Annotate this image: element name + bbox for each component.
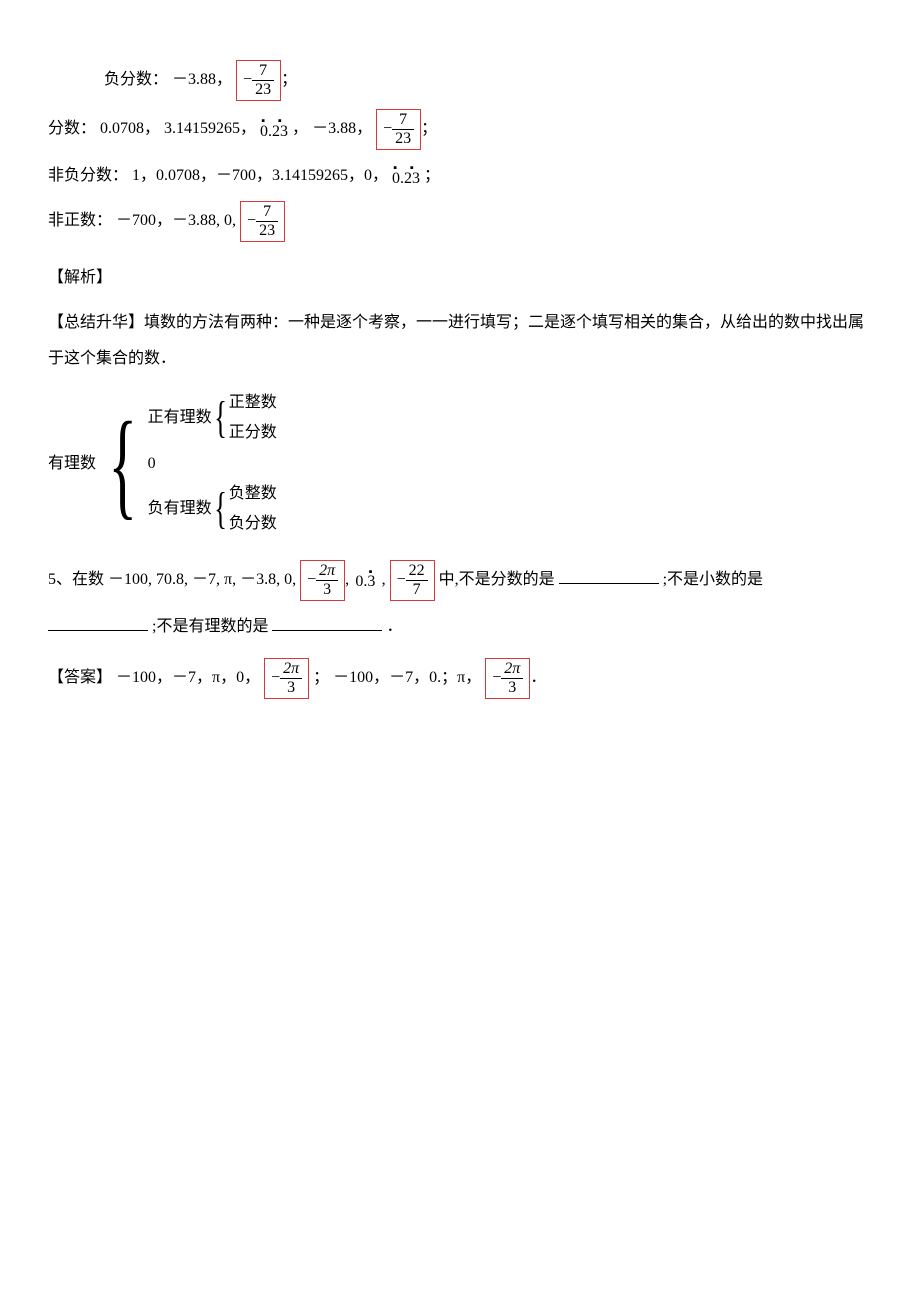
q5-line2-tail: ;不是有理数的是 [152, 618, 268, 635]
line-fractions: 分数： 0.0708， 3.14159265， ▪ ▪0.23 ， －3.88，… [48, 109, 872, 150]
tree-neg-body: 负整数 负分数 [229, 479, 277, 540]
blank-3[interactable] [272, 614, 382, 631]
blank-1[interactable] [559, 567, 659, 584]
label-neg-fractions: 负分数： [104, 71, 168, 88]
tree-zero-row: 0 [148, 449, 277, 479]
value-frac-2: 3.14159265， [164, 120, 256, 137]
boxed-neg-2pi-over-3-b: −2π3 [264, 658, 309, 699]
tree-neg-frac: 负分数 [229, 509, 277, 539]
recurring-0-3: ▪0.3 [353, 570, 377, 590]
semicolon: ； [424, 167, 440, 184]
q5-label: 5、在数 [48, 571, 108, 588]
fraction-2pi-3: 2π3 [316, 563, 338, 598]
tree-neg-label: 负有理数 [148, 494, 212, 524]
value-nonpos: －700，－3.88, 0, [116, 212, 236, 229]
label-nonneg-fractions: 非负分数： [48, 167, 128, 184]
tree-pos-label: 正有理数 [148, 403, 212, 433]
tree-pos-frac: 正分数 [229, 418, 277, 448]
tree-pos-row: 正有理数 { 正整数 正分数 [148, 388, 277, 449]
tree-zero: 0 [148, 449, 156, 479]
question-5-line2: ;不是有理数的是 ． [48, 609, 872, 644]
value-neg-frac-1: －3.88， [172, 71, 232, 88]
fraction-2pi-3-c: 2π3 [501, 661, 523, 696]
answer-sep: ； [313, 669, 329, 686]
answer-part1: －100，－7，π，0， [116, 669, 260, 686]
minus-sign: − [247, 212, 256, 229]
minus-sign: − [307, 571, 316, 588]
period: ． [386, 618, 402, 635]
line-nonpositive: 非正数： －700，－3.88, 0, −723 [48, 201, 872, 242]
line-neg-fractions: 负分数： －3.88， −723 ； [48, 60, 872, 101]
minus-sign: − [271, 669, 280, 686]
rational-number-tree: 有理数 { 正有理数 { 正整数 正分数 0 负有理数 { 负整数 负分数 [48, 388, 872, 540]
value-nonneg: 1，0.0708，－700，3.14159265，0， [132, 167, 388, 184]
summary-text: 【总结升华】填数的方法有两种：一种是逐个考察，一一进行填写；二是逐个填写相关的集… [48, 305, 872, 375]
minus-sign: − [492, 669, 501, 686]
minus-sign: − [383, 120, 392, 137]
boxed-neg-7-over-23: −723 [236, 60, 281, 101]
semicolon: ； [281, 71, 297, 88]
blank-2[interactable] [48, 614, 148, 631]
answer-label: 【答案】 [48, 669, 112, 686]
analysis-heading: 【解析】 [48, 260, 872, 295]
sep: , [382, 571, 390, 588]
label-nonpositive: 非正数： [48, 212, 112, 229]
line-nonneg-fractions: 非负分数： 1，0.0708，－700，3.14159265，0， ▪ ▪0.2… [48, 158, 872, 193]
left-brace-icon: { [214, 494, 227, 525]
tree-body-level1: 正有理数 { 正整数 正分数 0 负有理数 { 负整数 负分数 [148, 388, 277, 540]
answer-part2: －100，－7，0.；π， [333, 669, 481, 686]
tree-neg-int: 负整数 [229, 479, 277, 509]
fraction-2pi-3-b: 2π3 [280, 661, 302, 696]
boxed-neg-7-over-23-b: −723 [376, 109, 421, 150]
boxed-neg-2pi-over-3-c: −2π3 [485, 658, 530, 699]
q5-list1: －100, 70.8, －7, π, －3.8, 0, [108, 571, 296, 588]
left-brace-icon: { [108, 422, 137, 506]
q5-mid-text: 中,不是分数的是 [439, 571, 555, 588]
label-fractions: 分数： [48, 120, 96, 137]
period: ． [530, 669, 546, 686]
semicolon: ； [421, 120, 437, 137]
tree-pos-int: 正整数 [229, 388, 277, 418]
tree-neg-row: 负有理数 { 负整数 负分数 [148, 479, 277, 540]
left-brace-icon: { [214, 403, 227, 434]
q5-tail1: ;不是小数的是 [663, 571, 763, 588]
boxed-neg-22-over-7: −227 [390, 560, 435, 601]
value-frac-4: －3.88， [312, 120, 372, 137]
fraction-7-23-c: 723 [256, 204, 278, 239]
question-5-line1: 5、在数 －100, 70.8, －7, π, －3.8, 0, −2π3 , … [48, 560, 872, 601]
fraction-22-7: 227 [406, 563, 428, 598]
recurring-0-23: ▪ ▪0.23 [260, 119, 288, 139]
fraction-7-23: 723 [252, 63, 274, 98]
tree-root: 有理数 [48, 446, 98, 481]
comma: ， [292, 120, 308, 137]
recurring-0-23-b: ▪ ▪0.23 [392, 166, 420, 186]
boxed-neg-2pi-over-3: −2π3 [300, 560, 345, 601]
sep: , [345, 571, 353, 588]
answer-line: 【答案】 －100，－7，π，0， −2π3 ； －100，－7，0.；π， −… [48, 658, 872, 699]
boxed-neg-7-over-23-c: −723 [240, 201, 285, 242]
value-frac-1: 0.0708， [100, 120, 160, 137]
minus-sign: − [397, 571, 406, 588]
tree-pos-body: 正整数 正分数 [229, 388, 277, 449]
minus-sign: − [243, 71, 252, 88]
fraction-7-23-b: 723 [392, 112, 414, 147]
